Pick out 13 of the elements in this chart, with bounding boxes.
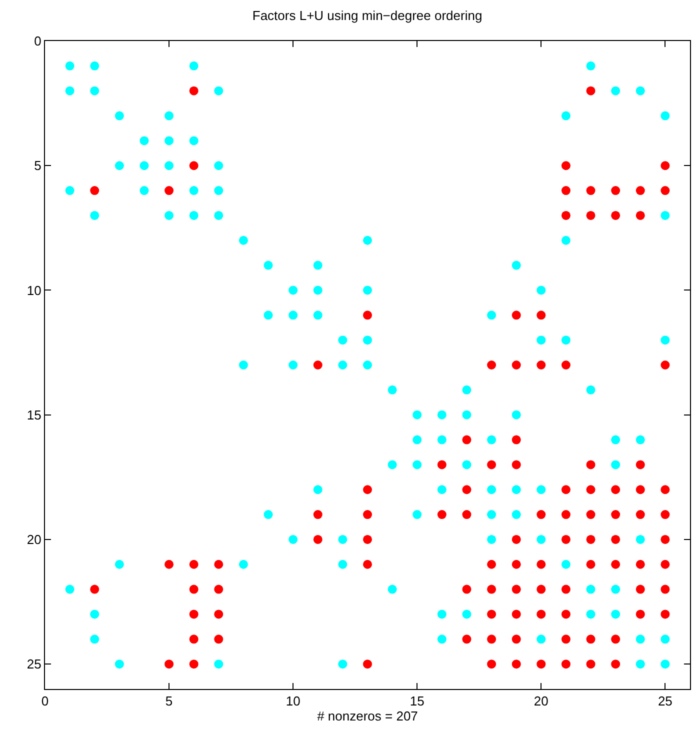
- y-tick-label: 0: [34, 34, 42, 49]
- y-tick-label: 10: [26, 282, 42, 298]
- x-tick-label: 15: [410, 694, 424, 709]
- x-tick-label: 20: [534, 694, 548, 709]
- y-tick-label: 20: [26, 532, 42, 548]
- x-axis-title: # nonzeros = 207: [317, 708, 418, 724]
- x-tick-label: 5: [165, 694, 173, 709]
- x-tick-label: 25: [658, 694, 672, 709]
- y-tick-label: 15: [26, 407, 42, 422]
- x-tick-label: 10: [286, 694, 300, 709]
- y-tick-label: 5: [34, 158, 42, 174]
- y-tick-label: 25: [26, 656, 42, 672]
- chart-title: Factors L+U using min−degree ordering: [252, 8, 482, 24]
